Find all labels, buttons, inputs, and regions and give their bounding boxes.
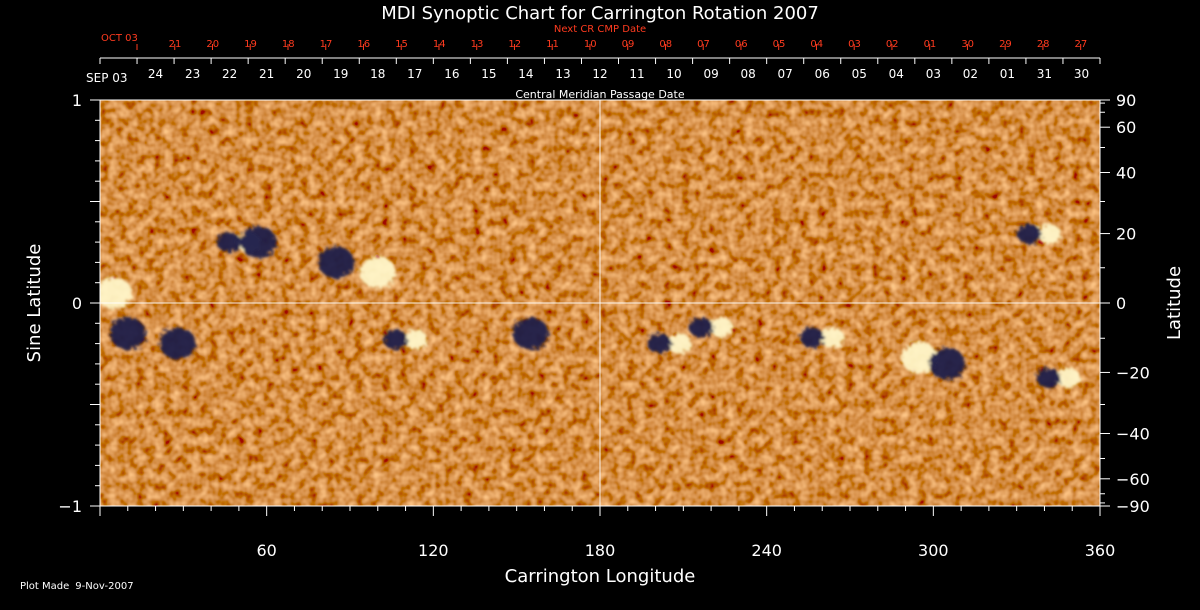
positive-flux (1036, 223, 1061, 244)
cmp-date-label: 05 (852, 67, 867, 81)
negative-flux (109, 317, 146, 350)
positive-flux (820, 327, 845, 348)
active-region (100, 276, 132, 309)
y-tick-label: 1 (72, 91, 82, 110)
negative-flux (800, 327, 825, 348)
positive-flux (359, 256, 396, 289)
right-tick-label: 60 (1116, 118, 1136, 137)
plot-made-label: Plot Made 9-Nov-2007 (20, 581, 134, 592)
active-region (647, 333, 692, 354)
cmp-date-label: 23 (185, 67, 200, 81)
cmp-date-label: 17 (407, 67, 422, 81)
active-region (901, 341, 938, 374)
cmp-date-label: 07 (778, 67, 793, 81)
positive-flux (403, 329, 428, 350)
cmp-date-label: 04 (889, 67, 904, 81)
x-tick-label: 300 (918, 541, 949, 560)
positive-flux (100, 276, 132, 309)
cmp-date-label: 22 (222, 67, 237, 81)
active-region (1036, 368, 1081, 389)
cmp-date-label: 03 (926, 67, 941, 81)
cmp-date-label: 09 (703, 67, 718, 81)
active-region (1016, 223, 1061, 244)
active-region (318, 246, 355, 279)
x-tick-label: 180 (585, 541, 616, 560)
next-cr-axis-label: Next CR CMP Date (554, 24, 646, 35)
active-region (240, 226, 277, 259)
cmp-date-label: 15 (481, 67, 496, 81)
positive-flux (709, 317, 734, 338)
right-tick-label: −20 (1116, 363, 1150, 382)
next-cr-start-label: OCT 03 (101, 33, 138, 44)
cmp-date-label: 16 (444, 67, 459, 81)
active-region (929, 347, 966, 380)
cmp-date-label: 20 (296, 67, 311, 81)
y-axis-label: Sine Latitude (24, 244, 45, 363)
right-tick-label: −40 (1116, 424, 1150, 443)
chart-title: MDI Synoptic Chart for Carrington Rotati… (381, 3, 819, 24)
cmp-date-label: 21 (259, 67, 274, 81)
right-tick-label: −90 (1116, 497, 1150, 516)
negative-flux (240, 226, 277, 259)
cmp-date-label: 10 (666, 67, 681, 81)
cmp-date-label: 19 (333, 67, 348, 81)
x-axis-label: Carrington Longitude (505, 566, 696, 587)
positive-flux (1056, 368, 1081, 389)
positive-flux (901, 341, 938, 374)
cmp-date-label: 13 (555, 67, 570, 81)
x-tick-label: 60 (256, 541, 276, 560)
active-region (359, 256, 396, 289)
negative-flux (929, 347, 966, 380)
negative-flux (216, 232, 241, 253)
cmp-date-label: 30 (1074, 67, 1089, 81)
positive-flux (667, 333, 692, 354)
right-tick-label: 40 (1116, 164, 1136, 183)
active-region (800, 327, 845, 348)
x-tick-label: 360 (1085, 541, 1116, 560)
right-tick-label: 20 (1116, 225, 1136, 244)
y-tick-label: −1 (58, 497, 82, 516)
right-tick-label: 0 (1116, 294, 1126, 313)
negative-flux (383, 329, 408, 350)
cmp-date-label: 02 (963, 67, 978, 81)
active-region (512, 317, 549, 350)
cmp-date-label: 18 (370, 67, 385, 81)
cmp-date-label: 12 (592, 67, 607, 81)
right-tick-label: −60 (1116, 470, 1150, 489)
negative-flux (647, 333, 672, 354)
active-region (383, 329, 428, 350)
cmp-date-label: 31 (1037, 67, 1052, 81)
x-tick-label: 240 (751, 541, 782, 560)
cmp-date-label: 01 (1000, 67, 1015, 81)
cmp-date-label: 24 (148, 67, 163, 81)
negative-flux (1016, 223, 1041, 244)
cmp-date-label: 11 (629, 67, 644, 81)
y-tick-label: 0 (72, 294, 82, 313)
negative-flux (512, 317, 549, 350)
cmp-date-label: 06 (815, 67, 830, 81)
negative-flux (318, 246, 355, 279)
cmp-date-label: 14 (518, 67, 533, 81)
active-region (159, 327, 196, 360)
active-region (689, 317, 734, 338)
cmp-start-label: SEP 03 (86, 71, 128, 85)
active-region (109, 317, 146, 350)
x-tick-label: 120 (418, 541, 449, 560)
cmp-date-label: 08 (741, 67, 756, 81)
negative-flux (1036, 368, 1061, 389)
cmp-axis-label: Central Meridian Passage Date (515, 88, 684, 101)
y-axis-label-right: Latitude (1164, 266, 1185, 340)
negative-flux (689, 317, 714, 338)
negative-flux (159, 327, 196, 360)
right-tick-label: 90 (1116, 91, 1136, 110)
